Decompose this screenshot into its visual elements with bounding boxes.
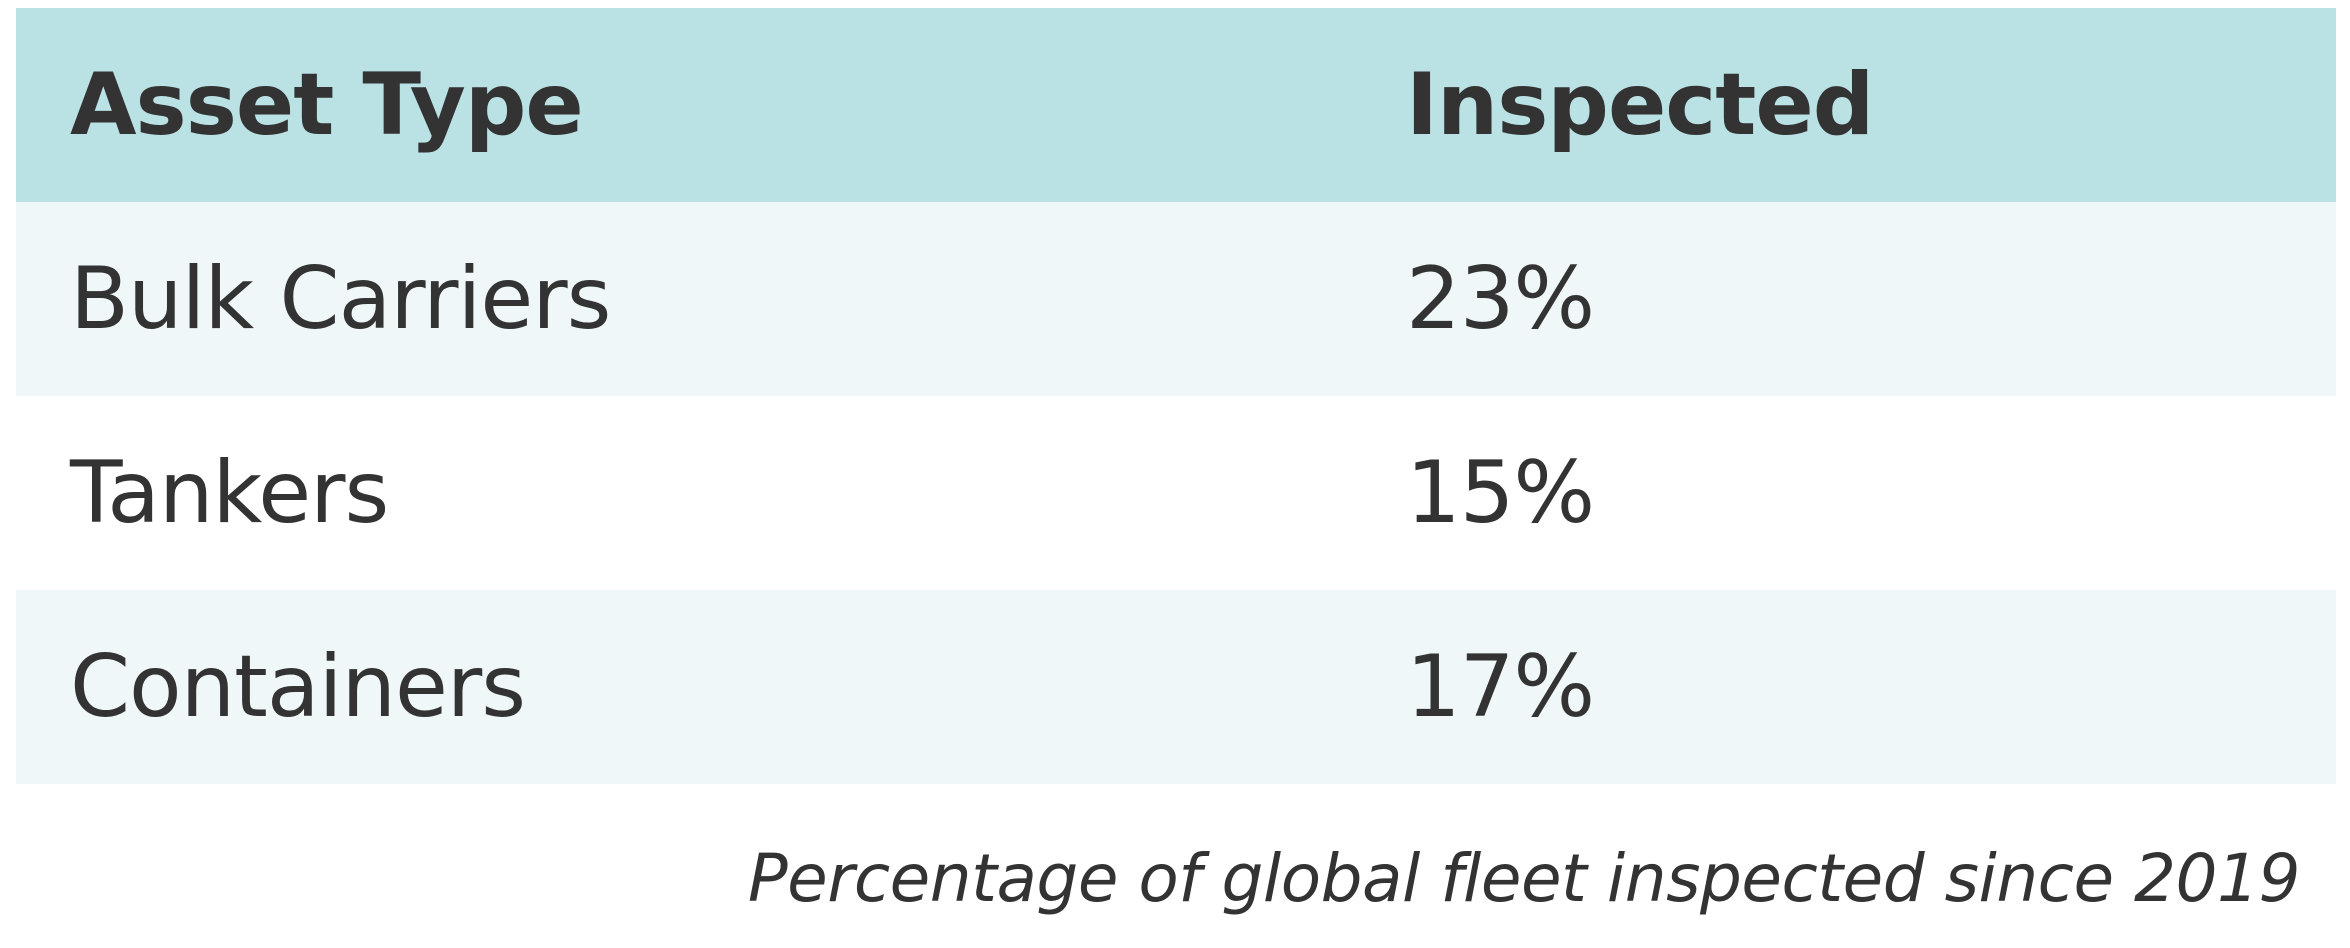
table-header-row: Asset Type Inspected [16,8,2336,202]
table-row: Containers 17% [16,590,2336,784]
column-header-asset-type: Asset Type [70,55,584,155]
table-row: Bulk Carriers 23% [16,202,2336,396]
asset-type-cell: Containers [70,637,526,737]
inspected-cell: 15% [1406,443,1595,543]
inspected-cell: 23% [1406,249,1595,349]
asset-inspection-table: Asset Type Inspected Bulk Carriers 23% T… [16,8,2336,784]
inspected-cell: 17% [1406,637,1595,737]
table-row: Tankers 15% [16,396,2336,590]
asset-type-cell: Tankers [70,443,389,543]
column-header-inspected: Inspected [1406,55,1874,155]
table-caption: Percentage of global fleet inspected sin… [747,840,2301,917]
asset-type-cell: Bulk Carriers [70,249,611,349]
